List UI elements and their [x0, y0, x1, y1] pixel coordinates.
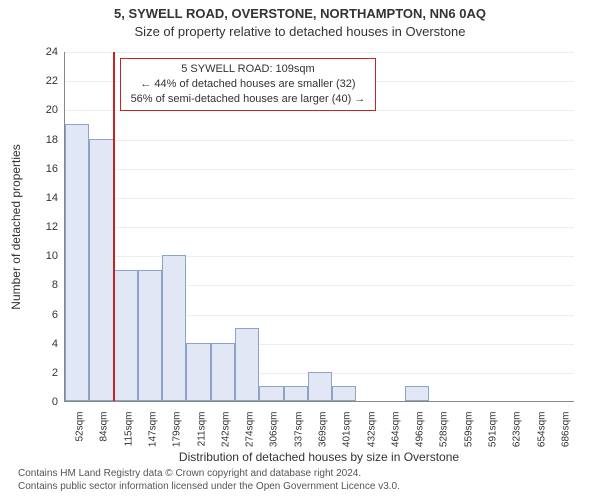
callout-line: ← 44% of detached houses are smaller (32…	[131, 77, 366, 92]
histogram-bar	[235, 328, 259, 401]
x-tick-label: 147sqm	[148, 412, 159, 448]
x-tick-label: 591sqm	[488, 412, 499, 448]
x-tick-label: 274sqm	[245, 412, 256, 448]
x-tick-label: 369sqm	[318, 412, 329, 448]
attribution-line-1: Contains HM Land Registry data © Crown c…	[18, 468, 590, 481]
histogram-bar	[186, 343, 210, 401]
histogram-bar	[308, 372, 332, 401]
attribution-text: Contains HM Land Registry data © Crown c…	[18, 468, 590, 493]
gridline	[65, 198, 574, 199]
x-tick-label: 528sqm	[439, 412, 450, 448]
attribution-line-2: Contains public sector information licen…	[18, 481, 590, 494]
x-tick-label: 84sqm	[99, 412, 110, 442]
histogram-bar	[332, 386, 356, 401]
x-tick-label: 337sqm	[293, 412, 304, 448]
x-tick-label: 242sqm	[220, 412, 231, 448]
x-tick-label: 211sqm	[196, 412, 207, 447]
y-tick-label: 18	[28, 134, 58, 146]
y-tick-label: 24	[28, 46, 58, 58]
x-tick-label: 52sqm	[75, 412, 86, 442]
y-axis-label: Number of detached properties	[8, 52, 24, 402]
histogram-bar	[211, 343, 235, 401]
callout-line: 5 SYWELL ROAD: 109sqm	[131, 62, 366, 77]
property-marker-line	[113, 52, 115, 401]
histogram-bar	[114, 270, 138, 401]
y-tick-label: 16	[28, 163, 58, 175]
property-callout: 5 SYWELL ROAD: 109sqm← 44% of detached h…	[120, 58, 377, 111]
x-tick-label: 401sqm	[342, 412, 353, 448]
x-tick-label: 686sqm	[560, 412, 571, 448]
plot-area: 5 SYWELL ROAD: 109sqm← 44% of detached h…	[64, 52, 574, 402]
histogram-bar	[284, 386, 308, 401]
x-tick-label: 464sqm	[390, 412, 401, 448]
x-tick-label: 496sqm	[415, 412, 426, 448]
y-tick-label: 0	[28, 396, 58, 408]
x-axis-label: Distribution of detached houses by size …	[64, 450, 574, 464]
y-tick-label: 8	[28, 279, 58, 291]
chart-subtitle: Size of property relative to detached ho…	[0, 24, 600, 39]
gridline	[65, 52, 574, 53]
y-tick-label: 6	[28, 309, 58, 321]
histogram-bar	[138, 270, 162, 401]
histogram-figure: 5, SYWELL ROAD, OVERSTONE, NORTHAMPTON, …	[0, 0, 600, 500]
chart-address-title: 5, SYWELL ROAD, OVERSTONE, NORTHAMPTON, …	[0, 6, 600, 21]
histogram-bar	[65, 124, 89, 401]
y-tick-label: 14	[28, 192, 58, 204]
y-tick-label: 22	[28, 75, 58, 87]
y-tick-label: 20	[28, 104, 58, 116]
y-tick-label: 12	[28, 221, 58, 233]
x-tick-label: 559sqm	[463, 412, 474, 448]
gridline	[65, 140, 574, 141]
x-tick-label: 654sqm	[536, 412, 547, 448]
x-tick-label: 179sqm	[172, 412, 183, 448]
gridline	[65, 169, 574, 170]
y-tick-label: 10	[28, 250, 58, 262]
y-tick-label: 2	[28, 367, 58, 379]
gridline	[65, 227, 574, 228]
x-tick-label: 623sqm	[512, 412, 523, 448]
x-tick-label: 115sqm	[123, 412, 134, 447]
histogram-bar	[259, 386, 283, 401]
x-tick-label: 306sqm	[269, 412, 280, 448]
gridline	[65, 256, 574, 257]
y-tick-label: 4	[28, 338, 58, 350]
histogram-bar	[162, 255, 186, 401]
histogram-bar	[89, 139, 113, 402]
histogram-bar	[405, 386, 429, 401]
x-tick-label: 432sqm	[366, 412, 377, 448]
callout-line: 56% of semi-detached houses are larger (…	[131, 92, 366, 107]
